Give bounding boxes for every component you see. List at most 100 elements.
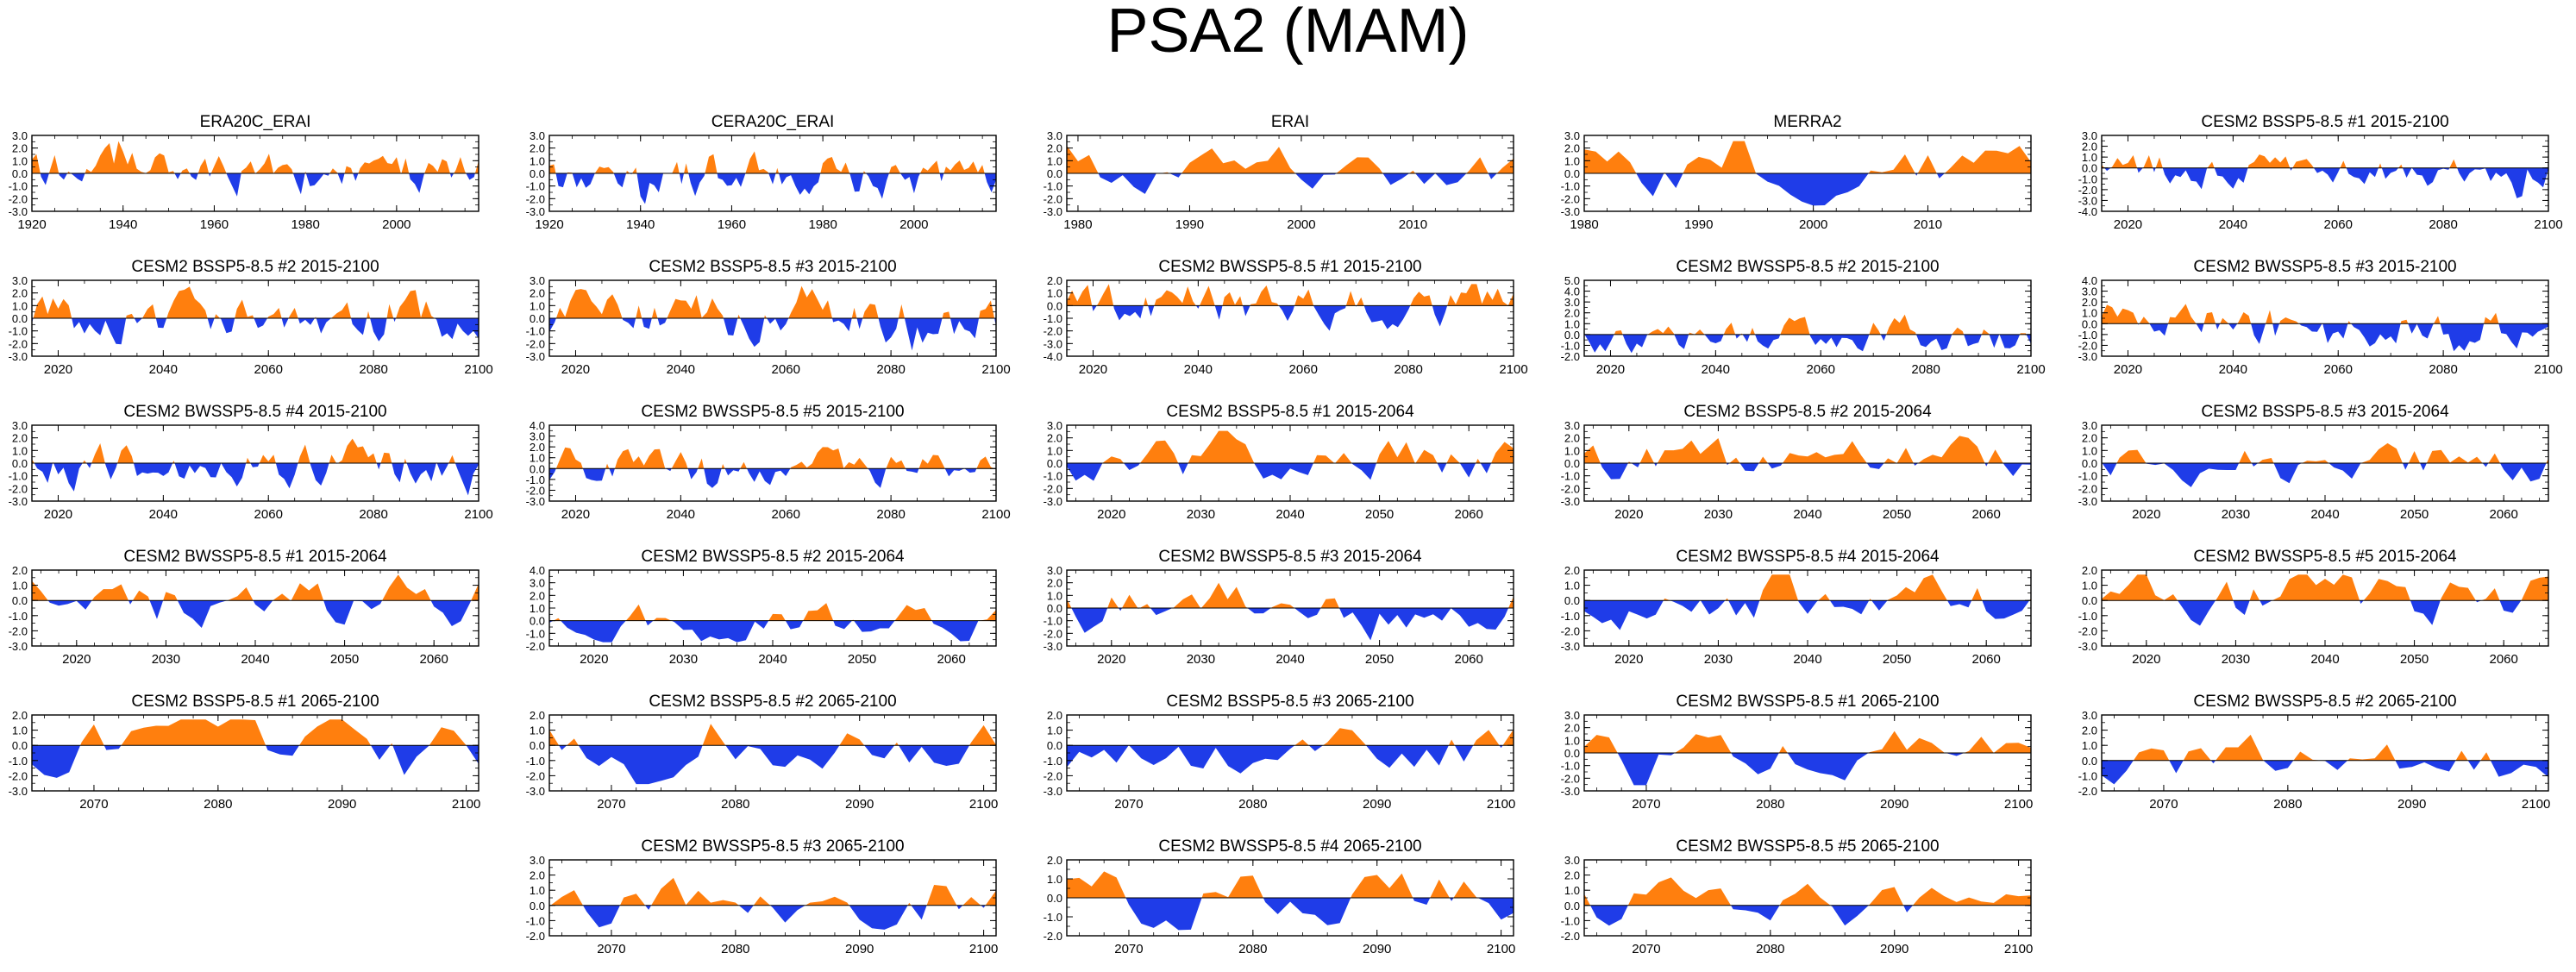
x-tick-label: 2100: [1499, 362, 1527, 377]
x-tick-label: 2040: [1793, 507, 1821, 522]
positive-anomaly-area: [1584, 141, 2031, 173]
y-tick-label: 1.0: [1564, 884, 1580, 897]
y-tick-label: -1.0: [526, 473, 545, 486]
y-tick-label: 3.0: [2082, 285, 2097, 298]
x-tick-label: 2100: [2534, 217, 2562, 232]
panel: CESM2 BSSP5-8.5 #1 2015-2100 3.02.01.00.0…: [2078, 113, 2563, 232]
x-tick-label: 2070: [2149, 797, 2178, 812]
x-tick-label: 2070: [1114, 797, 1143, 812]
x-tick-label: 2100: [981, 362, 1010, 377]
positive-anomaly-area: [2102, 574, 2548, 601]
y-tick-label: -1.0: [1561, 760, 1580, 773]
x-tick-label: 2060: [1807, 362, 1835, 377]
y-tick-label: 0.0: [1047, 892, 1062, 905]
y-tick-label: 0.0: [1047, 739, 1062, 752]
y-tick-label: 4.0: [530, 419, 545, 432]
x-tick-label: 2100: [2522, 797, 2550, 812]
y-tick-label: 2.0: [1047, 709, 1062, 722]
x-tick-label: 1920: [17, 217, 46, 232]
positive-anomaly-area: [549, 285, 996, 318]
x-tick-label: 2010: [1914, 217, 1942, 232]
panel-title: ERAI: [1271, 113, 1309, 131]
y-tick-label: 3.0: [1047, 129, 1062, 142]
negative-anomaly-area: [32, 463, 479, 496]
y-tick-label: 0.0: [1047, 299, 1062, 312]
y-tick-label: -2.0: [1561, 482, 1580, 495]
x-tick-label: 2090: [845, 797, 874, 812]
y-tick-label: 3.0: [530, 129, 545, 142]
x-tick-label: 2020: [1596, 362, 1625, 377]
y-tick-label: 4.0: [1564, 285, 1580, 298]
positive-anomaly-area: [549, 151, 996, 173]
positive-anomaly-area: [550, 877, 996, 906]
y-tick-label: 2.0: [530, 709, 545, 722]
panel: CESM2 BSSP5-8.5 #3 2015-2064 3.02.01.00.0…: [2078, 403, 2549, 522]
x-tick-label: 2060: [772, 507, 800, 522]
x-tick-label: 1960: [200, 217, 229, 232]
y-tick-label: 0.0: [2082, 317, 2097, 330]
x-tick-label: 2020: [2132, 507, 2160, 522]
panel-title: CESM2 BWSSP5-8.5 #2 2015-2100: [1676, 258, 1939, 276]
y-tick-label: -1.0: [2078, 329, 2097, 342]
x-tick-label: 2100: [2004, 942, 2033, 956]
plot-frame: [2101, 714, 2549, 792]
y-tick-label: -1.0: [526, 627, 545, 640]
panel-title: CESM2 BWSSP5-8.5 #4 2065-2100: [1158, 837, 1421, 856]
y-tick-label: 0.0: [530, 312, 545, 325]
y-tick-label: 0.0: [2082, 457, 2097, 470]
y-tick-label: -1.0: [1561, 180, 1580, 193]
x-tick-label: 1990: [1684, 217, 1713, 232]
plot-frame: [2101, 279, 2549, 357]
y-tick-label: -3.0: [1044, 205, 1062, 218]
x-tick-label: 2080: [1394, 362, 1422, 377]
y-tick-label: -3.0: [9, 640, 28, 653]
panel-title: CESM2 BSSP5-8.5 #2 2015-2100: [131, 258, 379, 276]
x-tick-label: 2020: [44, 362, 72, 377]
x-tick-label: 2080: [1238, 797, 1267, 812]
plot-frame: [548, 859, 997, 937]
y-tick-label: 3.0: [12, 129, 28, 142]
negative-anomaly-area: [549, 173, 996, 204]
x-tick-label: 2020: [1097, 652, 1125, 667]
y-tick-label: -3.0: [2078, 640, 2097, 653]
y-tick-label: -3.0: [2078, 194, 2097, 207]
x-tick-label: 2100: [2004, 797, 2033, 812]
y-tick-label: -1.0: [9, 610, 28, 623]
x-tick-label: 2000: [1287, 217, 1315, 232]
y-tick-label: -1.0: [9, 325, 28, 338]
panel: CESM2 BWSSP5-8.5 #3 2065-2100 3.0 2.0 1.0 0.…: [526, 837, 999, 956]
y-tick-label: 1.0: [12, 154, 28, 167]
y-tick-label: -1.0: [1561, 339, 1580, 352]
y-tick-label: 3.0: [12, 419, 28, 432]
y-tick-label: 2.0: [12, 564, 28, 577]
x-tick-label: 2030: [1187, 507, 1215, 522]
negative-anomaly-area: [559, 745, 970, 785]
y-tick-label: 0.0: [530, 462, 545, 475]
y-tick-label: -3.0: [9, 495, 28, 508]
negative-anomaly-area: [47, 600, 472, 628]
panel: CESM2 BSSP5-8.5 #1 2015-2064 3.02.01.00.0…: [1044, 403, 1514, 522]
panel-title: CESM2 BSSP5-8.5 #3 2015-2100: [649, 258, 896, 276]
y-tick-label: -2.0: [9, 192, 28, 205]
y-tick-label: 2.0: [2082, 296, 2097, 309]
panel-title: CESM2 BWSSP5-8.5 #5 2065-2100: [1676, 837, 1939, 856]
negative-anomaly-area: [549, 620, 996, 643]
positive-anomaly-area: [555, 447, 994, 469]
y-tick-label: 1.0: [1564, 154, 1580, 167]
x-tick-label: 2060: [2324, 362, 2353, 377]
x-tick-label: 2100: [2016, 362, 2045, 377]
x-tick-label: 2100: [464, 507, 492, 522]
y-tick-label: -2.0: [1044, 769, 1062, 782]
plot-frame: [1066, 279, 1514, 357]
panel: CESM2 BWSSP5-8.5 #5 2065-2100 3.0 2.0 1.0 0.…: [1561, 837, 2034, 956]
panel: CESM2 BSSP5-8.5 #2 2015-2064 3.02.01.00.0…: [1561, 403, 2032, 522]
x-tick-label: 2080: [359, 362, 387, 377]
y-tick-label: 1.0: [1564, 580, 1580, 593]
x-tick-label: 2070: [597, 797, 625, 812]
x-tick-label: 2000: [899, 217, 928, 232]
negative-anomaly-area: [32, 318, 479, 345]
y-tick-label: 0.0: [530, 900, 545, 912]
panel: CESM2 BSSP5-8.5 #2 2015-2100 3.02.01.00.0…: [9, 258, 493, 377]
